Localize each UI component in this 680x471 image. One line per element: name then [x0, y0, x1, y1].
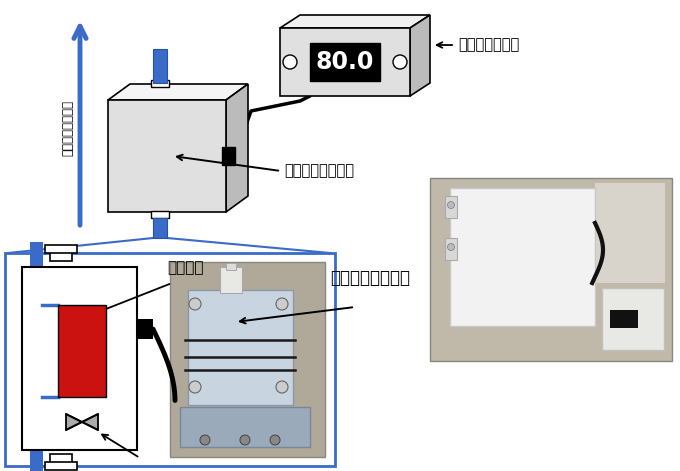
- Polygon shape: [66, 414, 98, 430]
- Bar: [22, 267, 137, 450]
- Bar: [30, 242, 43, 471]
- Circle shape: [270, 435, 280, 445]
- Text: （サンプル流れ）: （サンプル流れ）: [61, 100, 75, 156]
- Bar: [151, 80, 169, 87]
- Bar: [430, 178, 672, 361]
- Bar: [220, 267, 242, 293]
- Text: 80.0: 80.0: [316, 50, 374, 74]
- Bar: [602, 288, 664, 350]
- Polygon shape: [108, 100, 226, 212]
- Circle shape: [276, 298, 288, 310]
- Bar: [151, 211, 169, 218]
- Polygon shape: [280, 15, 430, 28]
- Text: センサー: センサー: [167, 260, 203, 275]
- Bar: [153, 49, 167, 83]
- Circle shape: [189, 381, 201, 393]
- Bar: [226, 263, 236, 270]
- Bar: [188, 290, 293, 405]
- Circle shape: [393, 55, 407, 69]
- Bar: [310, 43, 380, 81]
- Circle shape: [447, 202, 454, 209]
- Bar: [445, 196, 457, 218]
- Bar: [610, 310, 638, 328]
- Circle shape: [447, 244, 454, 251]
- Bar: [170, 262, 325, 457]
- Bar: [222, 147, 235, 165]
- Bar: [595, 183, 665, 283]
- Bar: [137, 319, 153, 339]
- Bar: [180, 407, 310, 447]
- Circle shape: [189, 298, 201, 310]
- Polygon shape: [280, 28, 410, 96]
- Circle shape: [283, 55, 297, 69]
- Bar: [153, 218, 167, 238]
- Polygon shape: [108, 84, 248, 100]
- Bar: [50, 251, 72, 261]
- Bar: [58, 305, 106, 397]
- Circle shape: [276, 381, 288, 393]
- Polygon shape: [226, 84, 248, 212]
- Circle shape: [240, 435, 250, 445]
- Bar: [45, 245, 77, 253]
- Bar: [445, 238, 457, 260]
- Circle shape: [200, 435, 210, 445]
- Bar: [5, 253, 335, 466]
- Text: ダイヤモンド電極: ダイヤモンド電極: [330, 269, 410, 287]
- Bar: [450, 188, 595, 326]
- Bar: [153, 49, 167, 83]
- Text: コントローラー: コントローラー: [458, 38, 520, 52]
- Bar: [50, 454, 72, 464]
- Bar: [45, 462, 77, 470]
- Polygon shape: [410, 15, 430, 96]
- Text: センサーユニット: センサーユニット: [284, 163, 354, 179]
